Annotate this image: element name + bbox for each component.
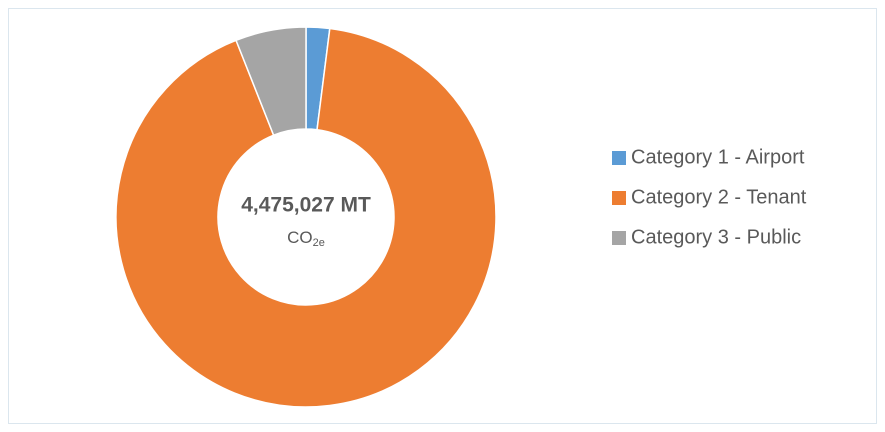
unit: CO xyxy=(287,228,313,247)
legend-label: Category 3 - Public xyxy=(631,226,801,248)
legend-label: Category 2 - Tenant xyxy=(631,186,807,208)
center-unit: CO2e xyxy=(287,228,325,248)
donut-slice xyxy=(235,26,307,137)
donut-slice xyxy=(115,27,497,408)
legend-swatch xyxy=(612,151,626,165)
legend-swatch xyxy=(612,231,626,245)
unit-sub: 2e xyxy=(313,237,325,249)
legend-label: Category 1 - Airport xyxy=(631,146,805,168)
center-label: 4,475,027 MT xyxy=(241,194,371,217)
legend-swatch xyxy=(612,191,626,205)
